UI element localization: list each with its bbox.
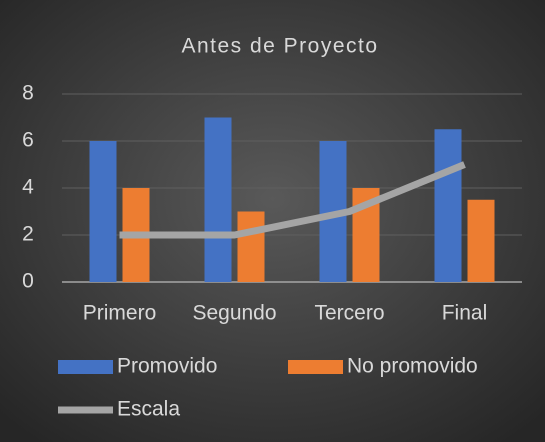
bar <box>237 211 265 282</box>
bar <box>434 129 462 282</box>
legend-swatch <box>288 360 343 374</box>
y-tick-label: 6 <box>22 129 34 152</box>
bar <box>89 141 117 282</box>
legend-label: Promovido <box>117 355 217 378</box>
legend-label: No promovido <box>347 355 478 378</box>
legend-label: Escala <box>117 398 180 421</box>
x-tick-label: Segundo <box>192 302 276 325</box>
line <box>119 161 466 239</box>
x-tick-label: Final <box>442 302 488 325</box>
y-tick-label: 2 <box>22 223 34 246</box>
y-tick-label: 8 <box>22 82 34 105</box>
x-tick-label: Tercero <box>314 302 384 325</box>
bar <box>204 117 232 282</box>
y-tick-label: 0 <box>22 270 34 293</box>
legend-swatch <box>58 360 113 374</box>
y-tick-label: 4 <box>22 176 34 199</box>
chart-title: Antes de Proyecto <box>181 35 378 58</box>
x-tick-label: Primero <box>83 302 157 325</box>
bar <box>467 199 495 282</box>
